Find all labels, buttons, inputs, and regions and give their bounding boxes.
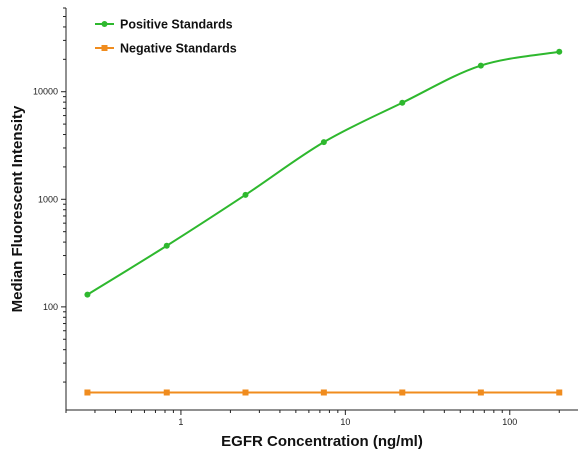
legend-marker-negative [101,45,108,51]
data-point-negative [477,389,484,396]
data-point-positive [242,191,249,198]
data-point-negative [163,389,170,396]
series-layer [84,48,563,396]
y-axis-ticks: 100 1000 10000 [33,7,66,383]
legend: Positive Standards Negative Standards [95,18,237,56]
data-point-negative [556,389,563,396]
data-point-positive [556,48,563,55]
x-tick-label: 1 [178,417,183,427]
data-point-positive [84,291,91,298]
y-tick-label: 10000 [33,87,58,97]
legend-label-positive: Positive Standards [120,18,233,32]
data-point-positive [163,242,170,249]
y-tick-label: 100 [43,302,58,312]
x-tick-label: 10 [340,417,350,427]
plot-area [65,8,578,411]
x-axis-title: EGFR Concentration (ng/ml) [221,433,423,450]
data-point-positive [399,99,406,106]
data-point-negative [399,389,406,396]
y-axis-title: Median Fluorescent Intensity [9,105,26,312]
y-tick-label: 1000 [38,194,58,204]
legend-marker-positive [101,21,108,27]
data-point-negative [242,389,249,396]
data-point-negative [320,389,327,396]
data-point-negative [84,389,91,396]
legend-item-positive: Positive Standards [95,18,233,32]
series-line-positive [86,50,560,296]
legend-item-negative: Negative Standards [95,42,237,56]
data-point-positive [477,62,484,69]
x-tick-label: 100 [502,417,517,427]
data-point-positive [320,139,327,146]
legend-label-negative: Negative Standards [120,42,237,56]
x-axis-ticks: 1 10 100 [65,410,560,427]
